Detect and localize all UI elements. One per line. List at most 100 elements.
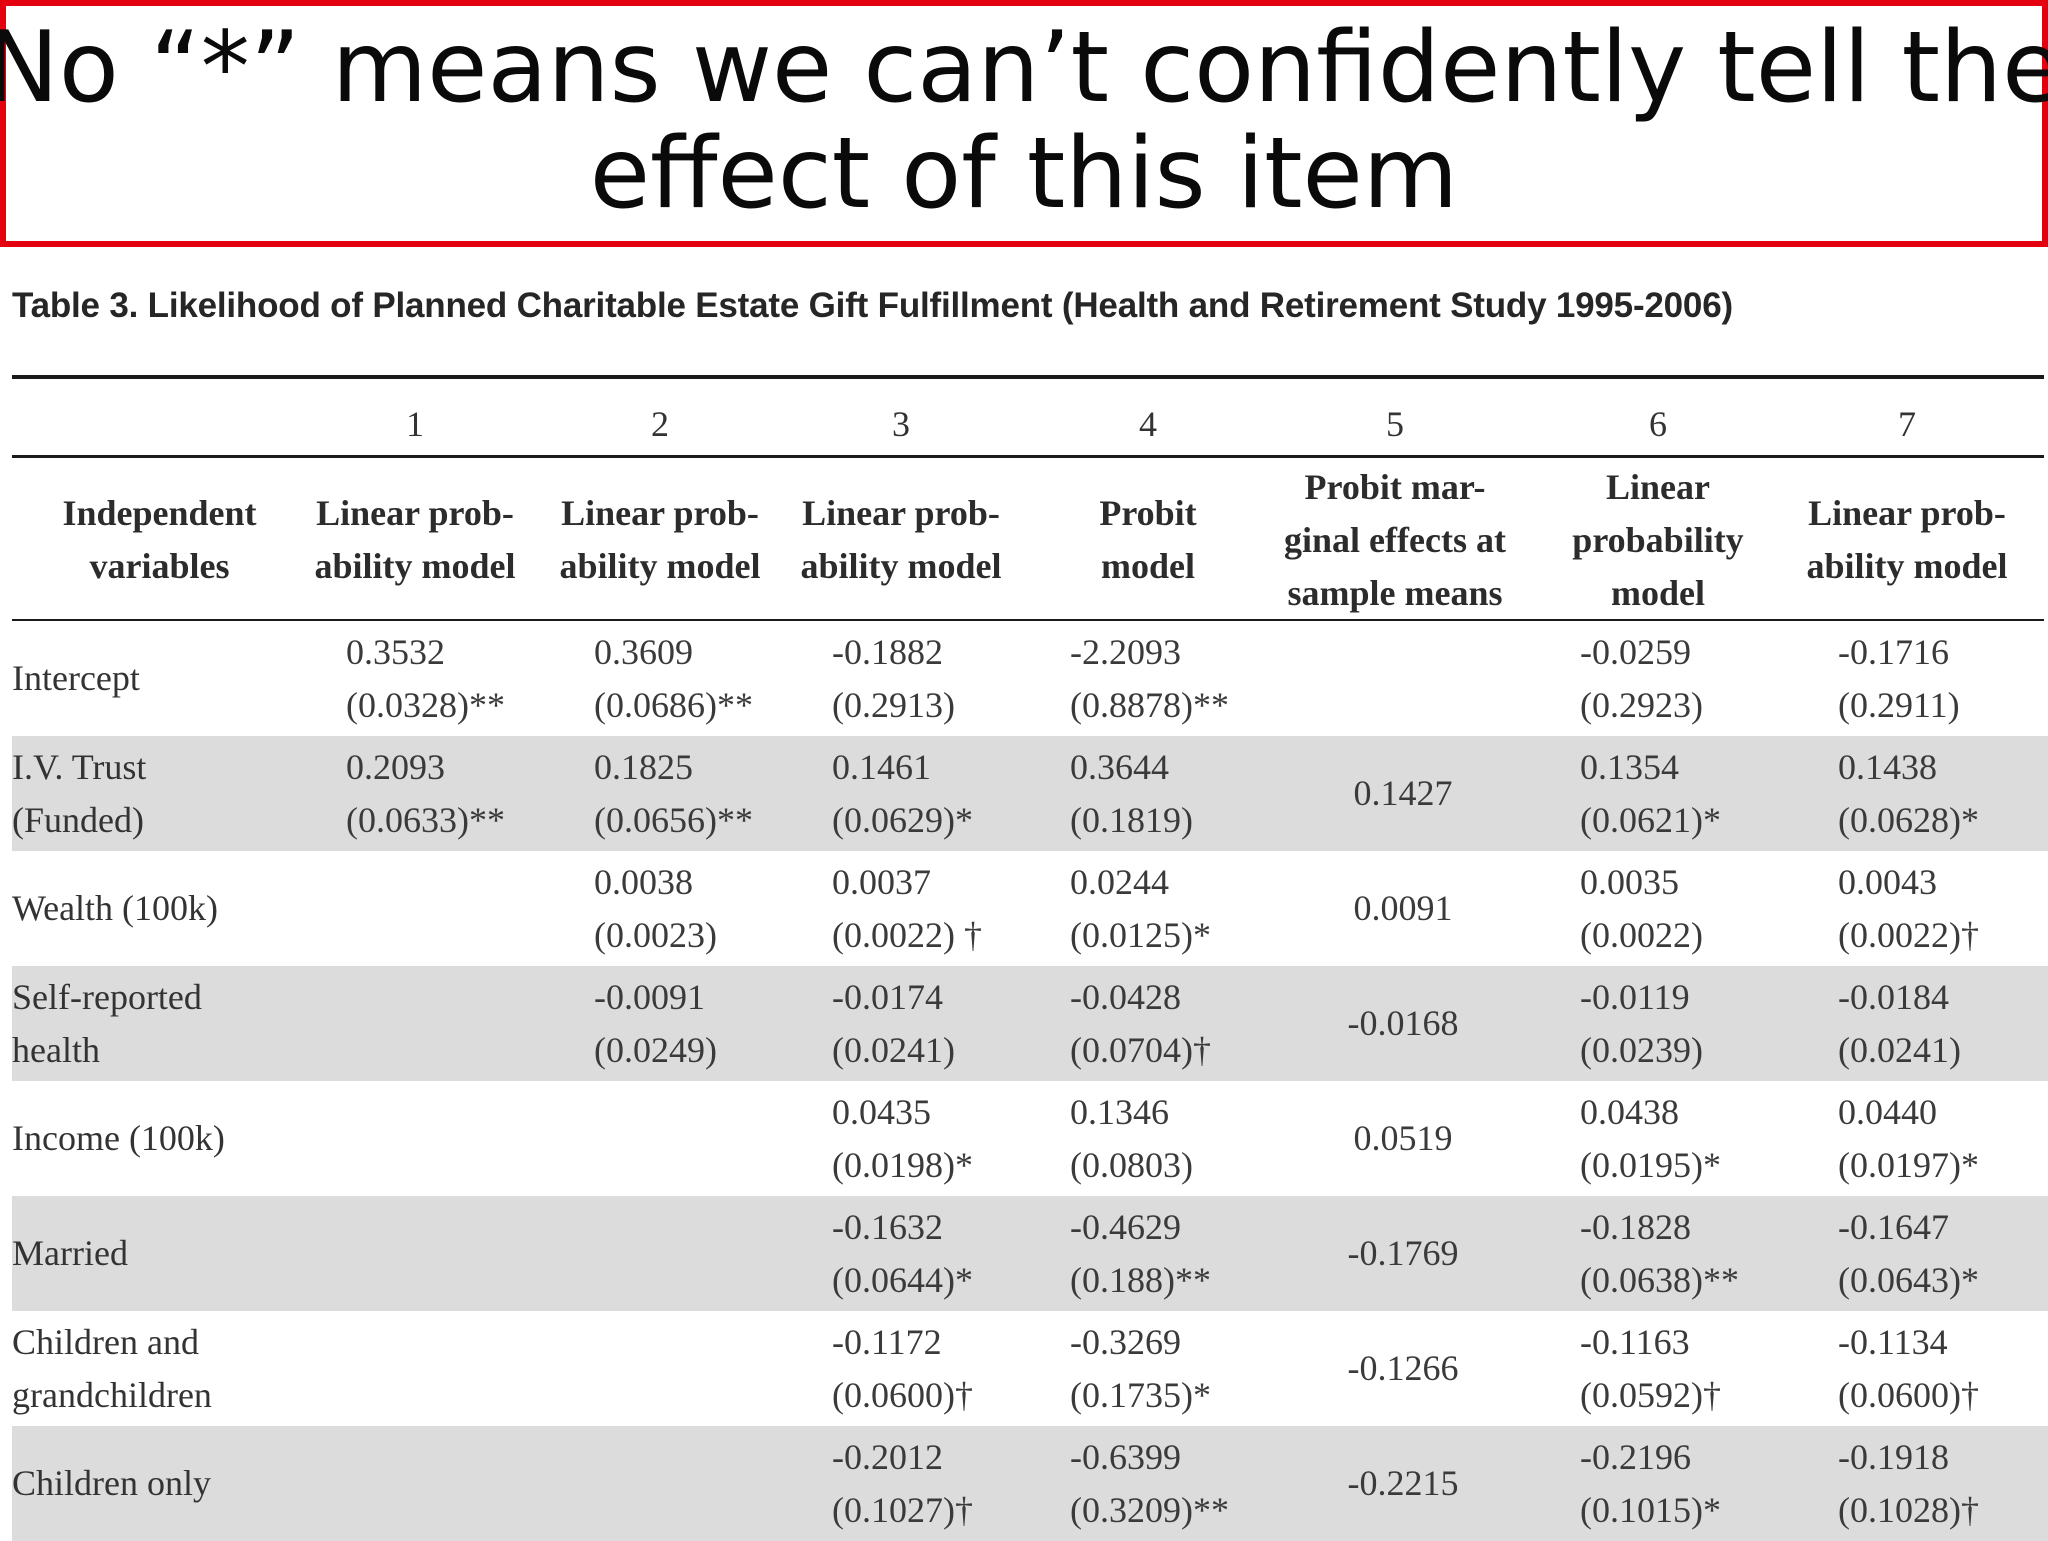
standard-error-value: (0.0643)*: [1838, 1259, 1979, 1300]
standard-error-value: (0.2923): [1580, 684, 1703, 725]
coefficient-value: 0.0438: [1580, 1091, 1679, 1132]
table-cell: -0.1647 (0.0643)*: [1838, 1196, 2048, 1311]
coefficient-value: -0.1632: [832, 1206, 943, 1247]
header-line: probability: [1572, 519, 1744, 560]
standard-error-value: (0.0644)*: [832, 1259, 973, 1300]
table-row: Children only -0.2012 (0.1027)† -0.6399 (0.3…: [12, 1426, 2048, 1541]
standard-error-value: (0.2913): [832, 684, 955, 725]
coefficient-value: 0.0440: [1838, 1091, 1937, 1132]
table-cell: -0.3269 (0.1735)*: [1070, 1311, 1270, 1426]
column-header: Probit mar-ginal effects at sample means: [1245, 462, 1545, 618]
header-line: model: [1611, 572, 1705, 613]
coefficient-value: 0.3609: [594, 631, 693, 672]
standard-error-value: (0.0803): [1070, 1144, 1193, 1185]
standard-error-value: (0.0621)*: [1580, 799, 1721, 840]
header-line: variables: [89, 546, 230, 586]
standard-error-value: (0.0629)*: [832, 799, 973, 840]
coefficient-value: 0.0037: [832, 861, 931, 902]
coefficient-value: -0.1163: [1580, 1321, 1690, 1362]
row-label-line: Income (100k): [12, 1118, 225, 1158]
coefficient-value: -0.1716: [1838, 631, 1949, 672]
row-label: Intercept: [12, 621, 307, 736]
table-cell: 0.2093 (0.0633)**: [346, 736, 586, 851]
coefficient-value: -0.2012: [832, 1436, 943, 1477]
coefficient-value: 0.1438: [1838, 746, 1937, 787]
table-row: I.V. Trust (Funded) 0.2093 (0.0633)** 0.1825…: [12, 736, 2048, 851]
standard-error-value: (0.1027)†: [832, 1489, 973, 1530]
column-number-rule: [12, 455, 2044, 458]
coefficient-value: 0.1461: [832, 746, 931, 787]
table-cell: -0.0174 (0.0241): [832, 966, 1068, 1081]
header-line: Linear prob-: [802, 493, 1000, 533]
standard-error-value: (0.0600)†: [1838, 1374, 1979, 1415]
column-header: Linear prob-ability model: [510, 462, 810, 618]
coefficient-value: -0.0259: [1580, 631, 1691, 672]
table-row: Income (100k) 0.0435 (0.0198)* 0.1346 (0.080…: [12, 1081, 2048, 1196]
table-cell: 0.0038 (0.0023): [594, 851, 830, 966]
table-row: Self-reported health -0.0091 (0.0249) -0.017…: [12, 966, 2048, 1081]
column-header: Linear prob-ability model: [265, 462, 565, 618]
row-label-line: Wealth (100k): [12, 888, 219, 928]
row-label: Income (100k): [12, 1081, 307, 1196]
column-number: 2: [651, 404, 669, 444]
table-cell: 0.1461 (0.0629)*: [832, 736, 1068, 851]
standard-error-value: (0.2911): [1838, 684, 1960, 725]
standard-error-value: (0.0198)*: [832, 1144, 973, 1185]
standard-error-value: (0.0600)†: [832, 1374, 973, 1415]
column-header: Linear probability model: [1508, 462, 1808, 618]
header-line: ability model: [800, 546, 1002, 586]
row-label: Children and grandchildren: [12, 1311, 307, 1426]
table-cell: -0.1134 (0.0600)†: [1838, 1311, 2048, 1426]
standard-error-value: (0.0249): [594, 1029, 717, 1070]
table-cell: -0.1882 (0.2913): [832, 621, 1068, 736]
table-row: Married -0.1632 (0.0644)* -0.4629 (0.188)** -…: [12, 1196, 2048, 1311]
header-line: model: [1101, 546, 1195, 586]
coefficient-value: -0.0174: [832, 976, 943, 1017]
coefficient-value: 0.0519: [1353, 1118, 1453, 1158]
table-row: Intercept 0.3532 (0.0328)** 0.3609 (0.0686)*…: [12, 621, 2048, 736]
column-header: Linear prob-ability model: [1757, 462, 2048, 618]
table-cell: 0.1346 (0.0803): [1070, 1081, 1270, 1196]
coefficient-value: -0.1769: [1347, 1233, 1459, 1273]
coefficient-value: 0.3532: [346, 631, 445, 672]
table-cell: 0.0035 (0.0022): [1580, 851, 1828, 966]
table-cell: 0.0435 (0.0198)*: [832, 1081, 1068, 1196]
coefficient-value: -0.1647: [1838, 1206, 1949, 1247]
row-label-line: Children and: [12, 1321, 199, 1362]
table-cell: -0.6399 (0.3209)**: [1070, 1426, 1270, 1541]
standard-error-value: (0.0023): [594, 914, 717, 955]
standard-error-value: (0.0239): [1580, 1029, 1703, 1070]
header-line: Independent: [62, 493, 257, 533]
table-cell: 0.0244 (0.0125)*: [1070, 851, 1270, 966]
coefficient-value: 0.3644: [1070, 746, 1169, 787]
standard-error-value: (0.0328)**: [346, 684, 505, 725]
row-label-line: Intercept: [12, 658, 140, 698]
table-row: Wealth (100k) 0.0038 (0.0023) 0.0037 (0.0022…: [12, 851, 2048, 966]
table-cell: 0.3532 (0.0328)**: [346, 621, 586, 736]
coefficient-value: -0.6399: [1070, 1436, 1181, 1477]
coefficient-value: 0.2093: [346, 746, 445, 787]
coefficient-value: -0.0119: [1580, 976, 1690, 1017]
table-cell: 0.1438 (0.0628)*: [1838, 736, 2048, 851]
header-line: ability model: [1806, 546, 2008, 586]
table-title: Table 3. Likelihood of Planned Charitabl…: [12, 286, 1733, 325]
table-cell: 0.1354 (0.0621)*: [1580, 736, 1828, 851]
standard-error-value: (0.0022): [1580, 914, 1703, 955]
header-line: sample means: [1287, 572, 1503, 613]
standard-error-value: (0.0125)*: [1070, 914, 1211, 955]
column-header: Linear prob-ability model: [751, 462, 1051, 618]
standard-error-value: (0.0633)**: [346, 799, 505, 840]
table-body: Intercept 0.3532 (0.0328)** 0.3609 (0.0686)*…: [12, 621, 2048, 1541]
table-cell: -0.0119 (0.0239): [1580, 966, 1828, 1081]
table-cell: -0.0259 (0.2923): [1580, 621, 1828, 736]
coefficient-value: 0.1354: [1580, 746, 1679, 787]
standard-error-value: (0.0686)**: [594, 684, 753, 725]
table-cell: 0.1427: [1272, 736, 1534, 851]
callout-line-2: effect of this item: [589, 116, 1459, 231]
table-cell: -0.2215: [1272, 1426, 1534, 1541]
coefficient-value: -0.4629: [1070, 1206, 1181, 1247]
row-label-line: grandchildren: [12, 1374, 212, 1415]
coefficient-value: -0.1918: [1838, 1436, 1949, 1477]
column-number: 4: [1139, 404, 1157, 444]
standard-error-value: (0.188)**: [1070, 1259, 1211, 1300]
